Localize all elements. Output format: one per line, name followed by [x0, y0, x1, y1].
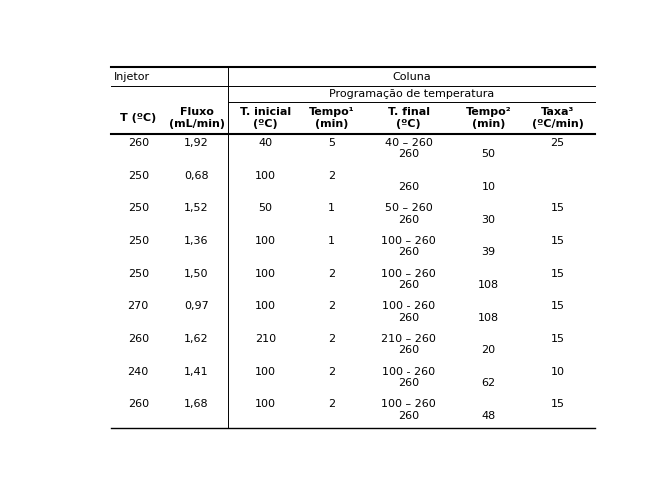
Text: 25: 25	[550, 138, 564, 148]
Text: 40 – 260: 40 – 260	[384, 138, 432, 148]
Text: 260: 260	[398, 345, 419, 355]
Text: 260: 260	[398, 215, 419, 225]
Text: 15: 15	[550, 301, 564, 311]
Text: T. inicial
(ºC): T. inicial (ºC)	[240, 107, 291, 128]
Text: 1,92: 1,92	[184, 138, 209, 148]
Text: 100 – 260: 100 – 260	[381, 236, 436, 246]
Text: 260: 260	[398, 247, 419, 257]
Text: 108: 108	[478, 280, 499, 290]
Text: Fluxo
(mL/min): Fluxo (mL/min)	[169, 107, 224, 128]
Text: 250: 250	[127, 203, 149, 213]
Text: 30: 30	[481, 215, 495, 225]
Text: T. final
(ºC): T. final (ºC)	[388, 107, 430, 128]
Text: 15: 15	[550, 203, 564, 213]
Text: 15: 15	[550, 334, 564, 344]
Text: 0,97: 0,97	[184, 301, 209, 311]
Text: 100 – 260: 100 – 260	[381, 269, 436, 279]
Text: 1,62: 1,62	[184, 334, 208, 344]
Text: 20: 20	[481, 345, 495, 355]
Text: 270: 270	[127, 301, 149, 311]
Text: 15: 15	[550, 269, 564, 279]
Text: Coluna: Coluna	[392, 72, 431, 82]
Text: 50: 50	[481, 149, 495, 159]
Text: Injetor: Injetor	[114, 72, 150, 82]
Text: 260: 260	[398, 378, 419, 388]
Text: 100: 100	[255, 236, 276, 246]
Text: 2: 2	[328, 170, 335, 181]
Text: 15: 15	[550, 399, 564, 409]
Text: 100: 100	[255, 399, 276, 409]
Text: 1: 1	[328, 203, 335, 213]
Text: 0,68: 0,68	[184, 170, 208, 181]
Text: Tempo¹
(min): Tempo¹ (min)	[309, 107, 355, 128]
Text: 2: 2	[328, 367, 335, 377]
Text: 1,68: 1,68	[184, 399, 208, 409]
Text: 250: 250	[127, 170, 149, 181]
Text: 1,36: 1,36	[185, 236, 208, 246]
Text: 5: 5	[328, 138, 335, 148]
Text: 2: 2	[328, 334, 335, 344]
Text: 1: 1	[328, 236, 335, 246]
Text: 240: 240	[127, 367, 149, 377]
Text: T (ºC): T (ºC)	[120, 113, 156, 123]
Text: 10: 10	[550, 367, 564, 377]
Text: 50 – 260: 50 – 260	[384, 203, 432, 213]
Text: 108: 108	[478, 313, 499, 323]
Text: 100: 100	[255, 170, 276, 181]
Text: Tempo²
(min): Tempo² (min)	[465, 107, 511, 128]
Text: 260: 260	[398, 313, 419, 323]
Text: 210: 210	[255, 334, 276, 344]
Text: 10: 10	[481, 182, 495, 192]
Text: 1,52: 1,52	[184, 203, 208, 213]
Text: Programação de temperatura: Programação de temperatura	[329, 89, 494, 99]
Text: 210 – 260: 210 – 260	[381, 334, 436, 344]
Text: 100: 100	[255, 269, 276, 279]
Text: 39: 39	[481, 247, 495, 257]
Text: 50: 50	[258, 203, 272, 213]
Text: 2: 2	[328, 301, 335, 311]
Text: 100: 100	[255, 367, 276, 377]
Text: 15: 15	[550, 236, 564, 246]
Text: 250: 250	[127, 269, 149, 279]
Text: 100 - 260: 100 - 260	[382, 367, 435, 377]
Text: 2: 2	[328, 269, 335, 279]
Text: 250: 250	[127, 236, 149, 246]
Text: 1,41: 1,41	[184, 367, 208, 377]
Text: Taxa³
(ºC/min): Taxa³ (ºC/min)	[532, 107, 584, 128]
Text: 260: 260	[127, 138, 149, 148]
Text: 260: 260	[398, 182, 419, 192]
Text: 1,50: 1,50	[185, 269, 208, 279]
Text: 260: 260	[398, 411, 419, 421]
Text: 48: 48	[481, 411, 495, 421]
Text: 260: 260	[398, 149, 419, 159]
Text: 40: 40	[258, 138, 272, 148]
Text: 100 – 260: 100 – 260	[381, 399, 436, 409]
Text: 2: 2	[328, 399, 335, 409]
Text: 100: 100	[255, 301, 276, 311]
Text: 260: 260	[127, 399, 149, 409]
Text: 260: 260	[127, 334, 149, 344]
Text: 260: 260	[398, 280, 419, 290]
Text: 62: 62	[481, 378, 495, 388]
Text: 100 - 260: 100 - 260	[382, 301, 435, 311]
